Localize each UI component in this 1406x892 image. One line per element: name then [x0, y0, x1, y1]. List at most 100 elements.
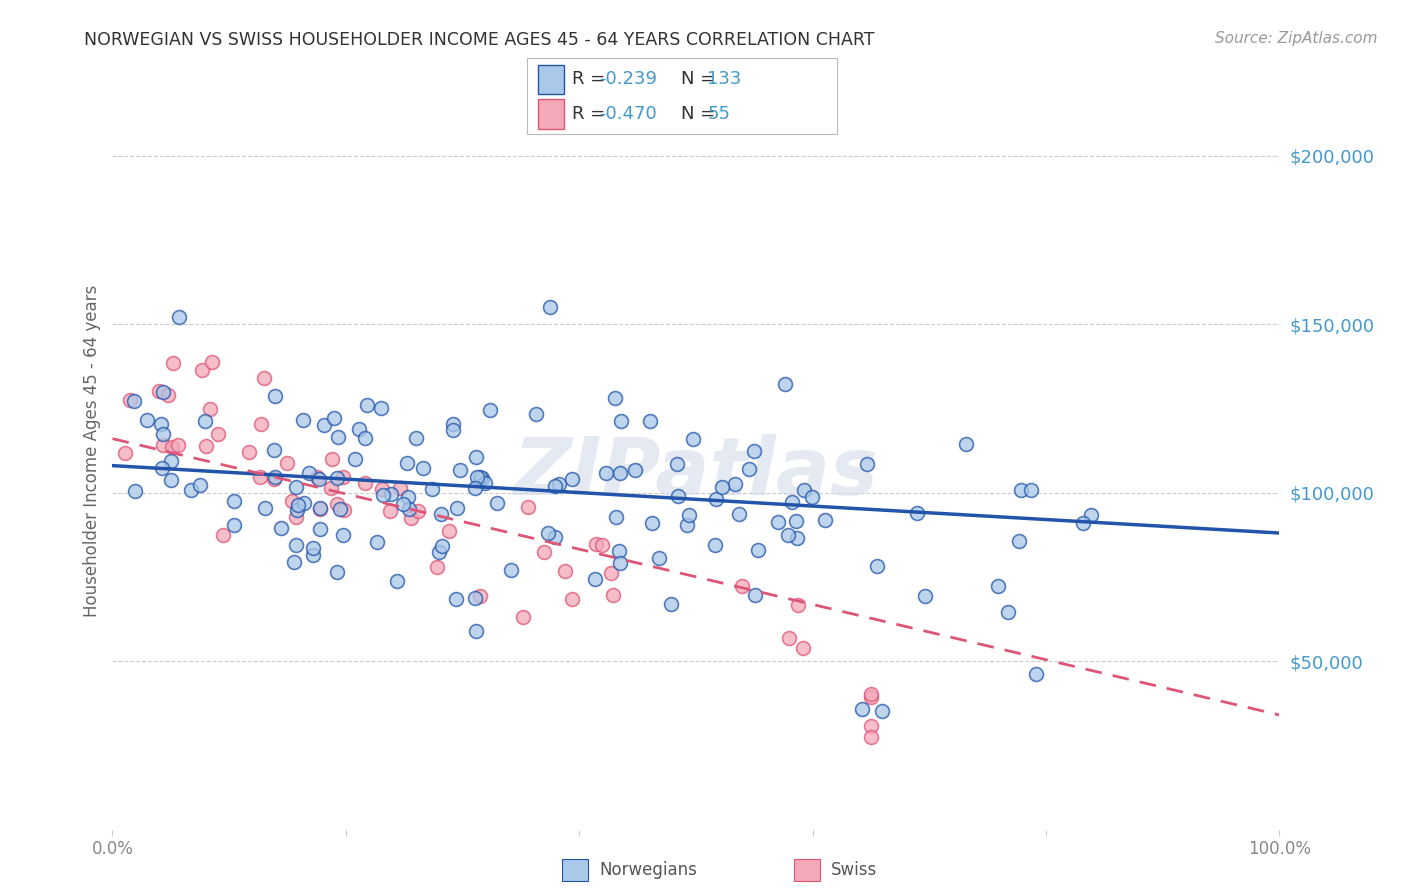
Point	[661, 597, 683, 611]
Point	[444, 591, 467, 606]
Point	[437, 524, 460, 538]
Point	[524, 407, 547, 421]
Point	[607, 543, 630, 558]
Point	[276, 456, 298, 470]
Point	[281, 493, 304, 508]
Point	[389, 481, 412, 495]
Point	[285, 509, 308, 524]
Point	[474, 476, 496, 491]
Point	[602, 588, 624, 602]
Point	[516, 500, 538, 515]
Point	[648, 551, 671, 566]
Point	[872, 704, 894, 718]
Point	[676, 517, 699, 532]
Point	[682, 432, 704, 446]
Point	[152, 427, 174, 442]
Point	[710, 480, 733, 494]
Point	[287, 499, 309, 513]
Point	[471, 470, 494, 484]
Point	[583, 573, 606, 587]
Point	[408, 503, 430, 517]
Point	[420, 482, 443, 496]
Point	[665, 458, 688, 472]
Point	[768, 515, 790, 529]
Point	[124, 484, 146, 499]
Point	[801, 490, 824, 504]
Text: N =: N =	[681, 70, 720, 88]
Point	[392, 498, 415, 512]
Point	[270, 521, 292, 535]
Point	[997, 605, 1019, 619]
Point	[544, 530, 567, 544]
Point	[396, 490, 419, 504]
Point	[724, 476, 747, 491]
Point	[851, 702, 873, 716]
Point	[449, 463, 471, 477]
Point	[370, 401, 392, 415]
Text: Swiss: Swiss	[831, 861, 877, 879]
Point	[114, 446, 136, 460]
Point	[638, 414, 661, 428]
Point	[152, 384, 174, 399]
Point	[162, 356, 184, 370]
Point	[814, 513, 837, 527]
Point	[301, 541, 323, 556]
Point	[987, 579, 1010, 593]
Point	[561, 592, 583, 607]
Point	[149, 417, 172, 431]
Point	[780, 495, 803, 509]
Point	[292, 495, 315, 509]
Point	[427, 545, 450, 559]
Point	[446, 501, 468, 516]
Point	[162, 440, 184, 454]
Point	[591, 538, 613, 552]
Point	[1025, 666, 1047, 681]
Point	[793, 483, 815, 498]
Point	[792, 640, 814, 655]
Point	[238, 445, 260, 459]
Y-axis label: Householder Income Ages 45 - 64 years: Householder Income Ages 45 - 64 years	[83, 285, 101, 616]
Point	[395, 456, 418, 470]
Point	[624, 463, 647, 477]
Point	[399, 510, 422, 524]
Point	[188, 478, 211, 492]
Point	[305, 470, 328, 484]
Point	[786, 531, 808, 545]
Point	[548, 476, 571, 491]
Point	[370, 483, 392, 497]
Point	[744, 588, 766, 602]
Point	[212, 528, 235, 542]
Point	[314, 417, 336, 432]
Point	[742, 444, 765, 458]
Point	[325, 565, 347, 579]
Point	[283, 555, 305, 569]
Point	[468, 470, 491, 484]
Point	[169, 310, 191, 324]
Point	[150, 461, 173, 475]
Point	[860, 731, 883, 745]
Point	[284, 480, 307, 494]
Point	[478, 403, 501, 417]
Point	[308, 472, 330, 486]
Point	[537, 525, 560, 540]
Point	[195, 439, 218, 453]
Point	[486, 496, 509, 510]
Point	[344, 452, 367, 467]
Point	[776, 527, 799, 541]
Point	[603, 392, 626, 406]
Point	[326, 471, 349, 485]
Text: R =: R =	[572, 105, 612, 123]
Point	[470, 590, 492, 604]
Text: Norwegians: Norwegians	[599, 861, 697, 879]
Point	[731, 579, 754, 593]
Text: NORWEGIAN VS SWISS HOUSEHOLDER INCOME AGES 45 - 64 YEARS CORRELATION CHART: NORWEGIAN VS SWISS HOUSEHOLDER INCOME AG…	[84, 31, 875, 49]
Point	[263, 443, 285, 458]
Point	[291, 413, 314, 427]
Point	[430, 507, 453, 521]
Point	[860, 690, 883, 705]
Point	[467, 470, 489, 484]
Point	[773, 376, 796, 391]
Point	[666, 489, 689, 503]
Point	[412, 461, 434, 475]
Point	[298, 467, 321, 481]
